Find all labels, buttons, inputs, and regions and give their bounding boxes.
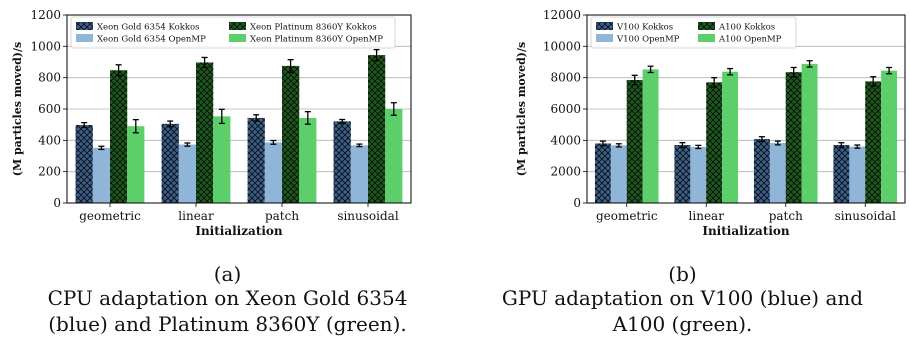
bar-hatch: [833, 145, 850, 203]
x-tick-label: patch: [769, 209, 803, 223]
y-tick-label: 8000: [550, 71, 581, 85]
legend-box: [590, 16, 797, 49]
legend-label: Xeon Platinum 8360Y OpenMP: [250, 35, 383, 45]
caption-line: CPU adaptation on Xeon Gold 6354: [47, 286, 408, 310]
y-tick-label: 0: [573, 196, 581, 210]
bar-hatch: [247, 117, 265, 203]
bar: [213, 116, 231, 203]
y-tick-label: 6000: [550, 102, 581, 116]
y-axis-label: (M particles moved)/s: [515, 42, 528, 176]
x-axis-label: Initialization: [195, 224, 283, 238]
bar: [610, 145, 627, 203]
legend-label: V100 Kokkos: [616, 23, 673, 33]
y-tick-label: 800: [38, 71, 61, 85]
bar-hatch: [282, 65, 300, 204]
bar-hatch: [594, 143, 611, 203]
legend-label: A100 Kokkos: [718, 23, 775, 33]
bar-hatch: [865, 81, 882, 203]
y-tick-label: 10000: [543, 39, 581, 53]
legend-swatch-hatch: [596, 22, 613, 30]
bar: [642, 69, 659, 203]
caption-line: A100 (green).: [612, 312, 753, 336]
x-tick-label: sinusoidal: [835, 209, 897, 223]
x-tick-label: linear: [178, 209, 214, 223]
bar-hatch: [753, 139, 770, 203]
legend-label: A100 OpenMP: [718, 35, 782, 45]
legend-swatch-hatch: [76, 22, 93, 30]
legend: V100 Kokkos V100 OpenMP A100 Kokkos A100 Op…: [590, 16, 797, 49]
legend-swatch: [596, 34, 613, 42]
bar: [801, 63, 818, 203]
legend-swatch: [76, 34, 93, 42]
legend-label: V100 OpenMP: [616, 35, 680, 45]
legend-swatch: [229, 34, 246, 42]
cpu-bar-chart: 0 200 400 600 800 1000 1200 geometric linear patc…: [11, 8, 412, 238]
bar: [264, 142, 282, 203]
caption-line: (blue) and Platinum 8360Y (green).: [48, 312, 407, 336]
bar: [690, 146, 707, 203]
y-tick-label: 400: [38, 133, 61, 147]
legend-label: Xeon Platinum 8360Y Kokkos: [250, 23, 377, 33]
y-tick-label: 600: [38, 102, 61, 116]
x-axis-label: Initialization: [702, 224, 790, 238]
bar: [722, 71, 739, 203]
x-tick-label: patch: [265, 209, 299, 223]
y-tick-label: 200: [38, 165, 61, 179]
bar-hatch: [674, 145, 691, 203]
bar-hatch: [333, 121, 351, 203]
bar-hatch: [75, 124, 93, 203]
legend-box: [70, 16, 396, 49]
x-tick-label: geometric: [596, 209, 658, 223]
bar: [849, 146, 866, 203]
bar-hatch: [785, 72, 802, 203]
bar-hatch: [368, 55, 386, 204]
subfigure-tag: (a): [213, 262, 242, 286]
bar-hatch: [626, 80, 643, 203]
legend-swatch-hatch: [698, 22, 715, 30]
y-tick-label: 12000: [543, 8, 581, 22]
legend-swatch-hatch: [229, 22, 246, 30]
bar: [299, 117, 317, 203]
x-tick-label: geometric: [79, 209, 141, 223]
y-tick-label: 0: [53, 196, 61, 210]
y-tick-label: 1000: [30, 39, 61, 53]
bar: [127, 126, 145, 203]
cpu-chart-panel: 0 200 400 600 800 1000 1200 geometric linear patc…: [11, 8, 412, 336]
legend-label: Xeon Gold 6354 Kokkos: [97, 23, 200, 33]
y-axis-label: (M particles moved)/s: [11, 42, 24, 176]
gpu-chart-panel: 0 2000 4000 6000 8000 10000 12000 geometric line…: [455, 0, 910, 339]
plot-frame: [586, 14, 906, 204]
bar: [385, 109, 403, 203]
bar-hatch: [110, 70, 128, 203]
legend-label: Xeon Gold 6354 OpenMP: [97, 35, 206, 45]
bar-hatch: [196, 62, 214, 203]
bar-hatch: [706, 82, 723, 203]
legend-swatch: [698, 34, 715, 42]
gpu-bar-chart: 0 2000 4000 6000 8000 10000 12000 geometric line…: [515, 8, 906, 238]
bar: [92, 147, 110, 203]
bar: [178, 144, 196, 203]
y-tick-label: 1200: [30, 8, 61, 22]
bar-hatch: [161, 123, 179, 203]
x-tick-label: linear: [689, 209, 725, 223]
caption-line: GPU adaptation on V100 (blue) and: [501, 286, 864, 310]
x-tick-label: sinusoidal: [337, 209, 399, 223]
subfigure-tag: (b): [668, 262, 697, 286]
y-tick-label: 4000: [550, 133, 581, 147]
y-tick-label: 2000: [550, 165, 581, 179]
bar: [350, 145, 368, 203]
bar: [881, 70, 898, 203]
legend: Xeon Gold 6354 Kokkos Xeon Gold 6354 Open…: [70, 16, 396, 49]
bar: [769, 142, 786, 203]
plot-frame: [66, 14, 412, 204]
